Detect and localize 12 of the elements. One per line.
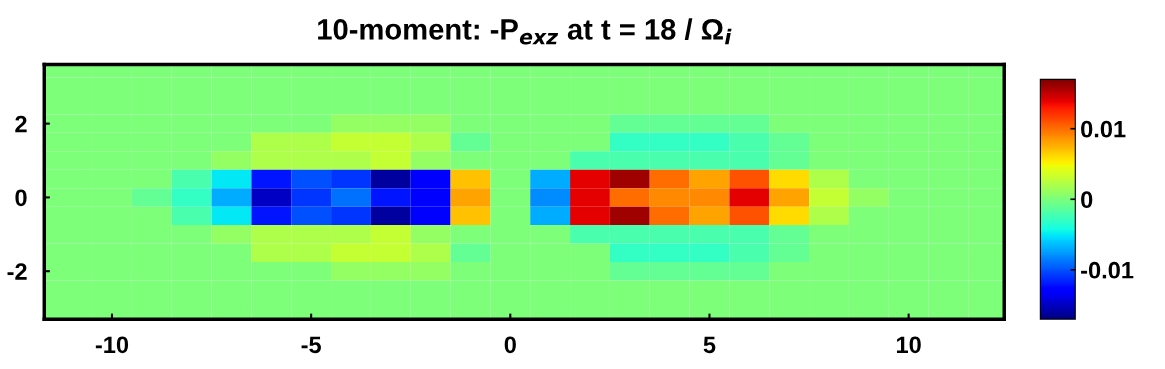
- y-tick-label: -2: [7, 263, 27, 280]
- y-tick-label: 2: [15, 115, 27, 133]
- x-tick-label: 5: [703, 336, 716, 354]
- color-bar-label: 0: [1081, 191, 1093, 209]
- x-tick-label: 0: [504, 336, 516, 354]
- chart-title: 10-moment: -P$_{exz}$ at t = 18 / Ω$_{i}$: [318, 18, 732, 45]
- x-tick-label: 10: [896, 336, 921, 354]
- x-tick-label: -10: [95, 336, 129, 354]
- color-bar-label: -0.01: [1081, 261, 1134, 279]
- x-tick-label: -5: [301, 336, 321, 354]
- y-tick-label: 0: [15, 189, 27, 207]
- color-bar-label: 0.01: [1081, 120, 1126, 138]
